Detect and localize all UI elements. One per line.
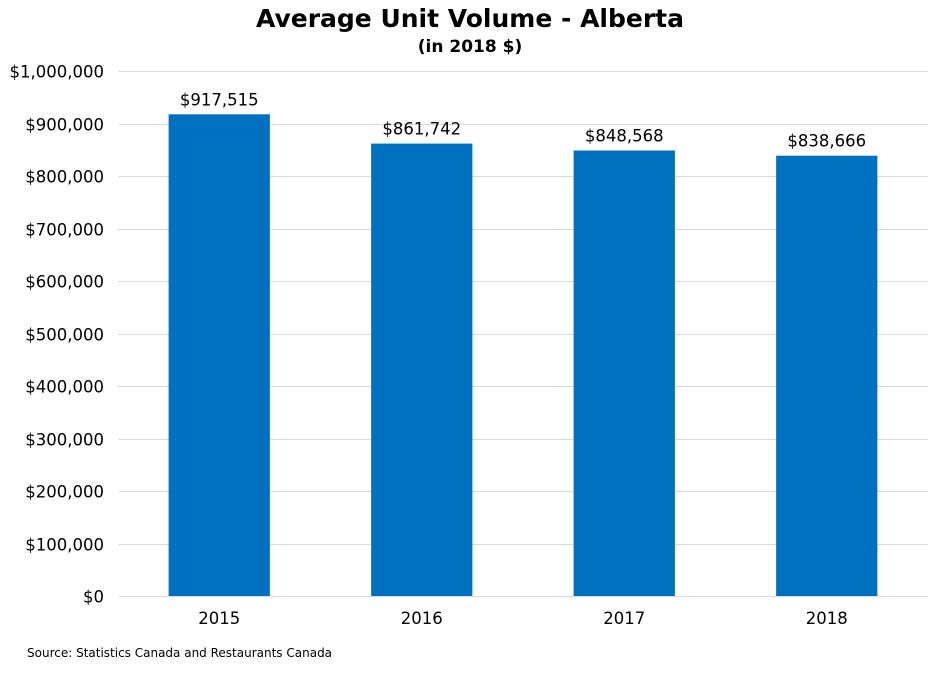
x-tick-label-2015: 2015 bbox=[198, 609, 240, 628]
x-tick-label-2017: 2017 bbox=[603, 609, 645, 628]
y-tick-label: $700,000 bbox=[25, 221, 104, 240]
y-tick-label: $200,000 bbox=[25, 483, 104, 502]
chart-subtitle: (in 2018 $) bbox=[417, 37, 523, 57]
data-label-2015: $917,515 bbox=[180, 90, 259, 109]
data-labels: $917,515 $861,742 $848,568 $838,666 bbox=[180, 90, 866, 150]
x-tick-label-2016: 2016 bbox=[401, 609, 443, 628]
y-tick-label: $900,000 bbox=[25, 116, 104, 135]
data-label-2018: $838,666 bbox=[787, 132, 866, 151]
x-axis-tick-labels: 2015 2016 2017 2018 bbox=[198, 609, 848, 628]
chart-title: Average Unit Volume - Alberta bbox=[255, 4, 684, 33]
y-tick-label: $0 bbox=[83, 588, 104, 607]
bars bbox=[168, 114, 878, 596]
bar-2018 bbox=[776, 155, 878, 596]
y-tick-label: $400,000 bbox=[25, 378, 104, 397]
source-note: Source: Statistics Canada and Restaurant… bbox=[27, 646, 333, 660]
bar-2017 bbox=[573, 150, 675, 596]
y-tick-label: $1,000,000 bbox=[10, 63, 104, 82]
bar-2015 bbox=[168, 114, 270, 596]
data-label-2016: $861,742 bbox=[382, 120, 461, 139]
y-axis-tick-labels: $0 $100,000 $200,000 $300,000 $400,000 $500,0… bbox=[10, 63, 104, 607]
y-tick-label: $600,000 bbox=[25, 273, 104, 292]
y-tick-label: $300,000 bbox=[25, 431, 104, 450]
data-label-2017: $848,568 bbox=[585, 127, 664, 146]
x-tick-label-2018: 2018 bbox=[806, 609, 848, 628]
bar-2016 bbox=[371, 143, 473, 596]
y-tick-label: $100,000 bbox=[25, 536, 104, 555]
y-tick-label: $500,000 bbox=[25, 326, 104, 345]
y-tick-label: $800,000 bbox=[25, 168, 104, 187]
